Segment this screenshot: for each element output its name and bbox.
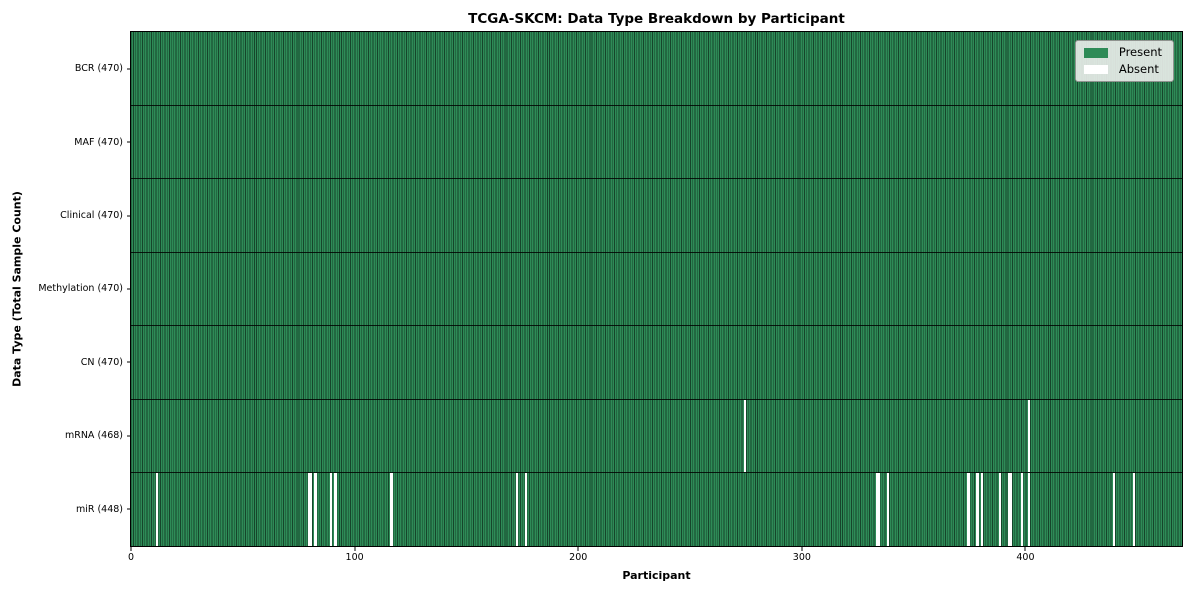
y-tick-mark <box>127 508 131 510</box>
absent-cell <box>980 473 983 547</box>
x-tick-mark <box>1024 546 1026 551</box>
heatmap-row-mrna <box>131 398 1182 473</box>
plot-area: Present Absent <box>130 31 1183 547</box>
absent-cell <box>1027 399 1030 473</box>
legend: Present Absent <box>1074 40 1174 82</box>
x-tick-label-0: 0 <box>127 552 135 563</box>
y-tick-label-methylation: Methylation (470) <box>38 283 123 295</box>
legend-label: Present <box>1118 45 1162 59</box>
legend-item-present: Present <box>1083 45 1162 59</box>
y-tick-labels: BCR (470) MAF (470) Clinical (470) Methylat… <box>0 32 123 546</box>
x-tick-label-200: 200 <box>569 552 588 563</box>
absent-cell <box>886 473 890 547</box>
absent-cell <box>967 473 970 547</box>
y-tick-label-clinical: Clinical (470) <box>60 210 123 222</box>
y-tick-mark <box>127 215 131 217</box>
x-tick-label-300: 300 <box>792 552 811 563</box>
legend-swatch-absent <box>1083 64 1108 74</box>
absent-cell <box>309 473 313 547</box>
heatmap-row-mir <box>131 472 1182 547</box>
y-tick-mark <box>127 68 131 70</box>
y-tick-label-maf: MAF (470) <box>74 136 123 148</box>
absent-cell <box>1132 473 1136 547</box>
absent-cell <box>314 473 317 547</box>
absent-cell <box>877 473 881 547</box>
legend-swatch-present <box>1083 48 1108 58</box>
heatmap-row-bcr <box>131 32 1182 105</box>
y-tick-marks <box>127 32 131 546</box>
y-tick-mark <box>127 361 131 363</box>
heatmap-row-clinical <box>131 178 1182 252</box>
legend-item-absent: Absent <box>1083 61 1162 76</box>
absent-cell <box>1007 473 1010 547</box>
absent-cell <box>155 473 158 547</box>
y-tick-label-mrna: mRNA (468) <box>64 430 123 442</box>
heatmap-row-maf <box>131 104 1182 179</box>
absent-cell <box>743 399 746 473</box>
x-tick-mark <box>577 546 579 551</box>
absent-cell <box>976 473 979 547</box>
absent-cell <box>524 473 527 547</box>
x-tick-mark <box>130 546 132 551</box>
y-tick-label-mir: miR (448) <box>75 503 123 515</box>
heatmap-row-methylation <box>131 251 1182 326</box>
y-tick-mark <box>127 288 131 290</box>
absent-cell <box>1020 473 1024 547</box>
absent-cell <box>334 473 337 547</box>
absent-cell <box>1112 473 1115 547</box>
y-tick-label-bcr: BCR (470) <box>74 63 123 75</box>
x-axis-label: Participant <box>622 569 691 582</box>
chart-title: TCGA-SKCM: Data Type Breakdown by Partic… <box>468 11 845 27</box>
absent-cell <box>998 473 1001 547</box>
x-tick-label-400: 400 <box>1016 552 1035 563</box>
x-tick-label-100: 100 <box>345 552 364 563</box>
y-tick-mark <box>127 435 131 437</box>
absent-cell <box>390 473 393 547</box>
absent-cell <box>515 473 518 547</box>
absent-cell <box>330 473 333 547</box>
heatmap-row-cn <box>131 325 1182 399</box>
absent-cell <box>1027 473 1030 547</box>
y-tick-label-cn: CN (470) <box>80 356 123 368</box>
absent-cell <box>1009 473 1013 547</box>
x-tick-mark <box>354 546 356 551</box>
heatmap-rows <box>131 32 1182 547</box>
x-tick-mark <box>801 546 803 551</box>
y-tick-mark <box>127 141 131 143</box>
absent-cell <box>875 473 878 547</box>
absent-cell <box>307 473 310 547</box>
legend-label: Absent <box>1118 61 1159 76</box>
x-tick-labels: 0 100 200 300 400 <box>127 552 1182 564</box>
x-tick-marks <box>130 546 1182 551</box>
